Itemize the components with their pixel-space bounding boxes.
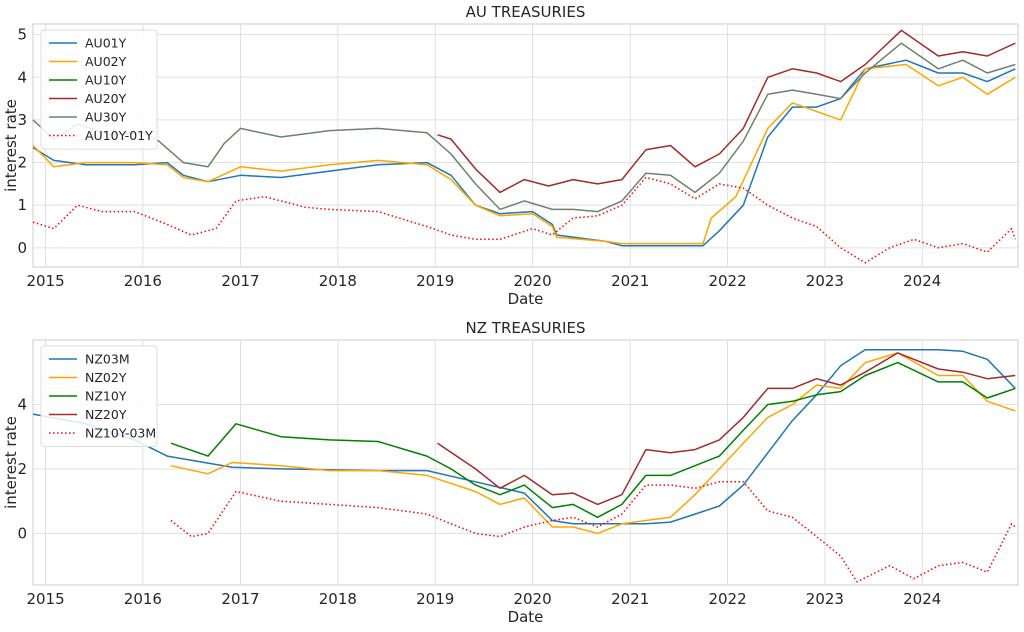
plot-area bbox=[32, 339, 1019, 586]
x-tick-label: 2024 bbox=[903, 590, 941, 608]
y-axis-label: interest rate bbox=[2, 416, 20, 509]
x-tick-label: 2019 bbox=[416, 590, 454, 608]
y-tick-label: 3 bbox=[17, 111, 27, 129]
y-tick-label: 4 bbox=[17, 68, 27, 86]
x-tick-label: 2015 bbox=[26, 590, 64, 608]
series-line-nz10y-03m bbox=[170, 481, 1016, 583]
series-line-au02y bbox=[32, 63, 1016, 245]
legend-label: NZ10Y-03M bbox=[85, 426, 156, 441]
x-tick-label: 2022 bbox=[708, 272, 746, 290]
y-tick-label: 5 bbox=[17, 26, 27, 44]
y-axis-label: interest rate bbox=[2, 99, 20, 192]
series-line-au20y bbox=[437, 29, 1016, 194]
chart-title: AU TREASURIES bbox=[466, 3, 586, 21]
chart-title: NZ TREASURIES bbox=[466, 319, 586, 337]
legend-box bbox=[40, 29, 158, 150]
series-line-au30y bbox=[32, 42, 1016, 213]
x-tick-label: 2023 bbox=[806, 272, 844, 290]
y-tick-label: 2 bbox=[17, 154, 27, 172]
chart-panel-1: 2015 2016 2017 2018 2019 2020 2021 2022 2023 2024… bbox=[2, 3, 1019, 308]
legend-box bbox=[40, 345, 158, 447]
x-axis-label: Date bbox=[508, 290, 544, 308]
x-tick-label: 2021 bbox=[611, 272, 649, 290]
legend-label: AU10Y-01Y bbox=[85, 128, 153, 143]
x-tick-label: 2020 bbox=[513, 272, 551, 290]
legend-label: AU02Y bbox=[85, 54, 127, 69]
x-tick-label: 2018 bbox=[319, 272, 357, 290]
legend: AU01Y AU02Y AU10Y AU20Y AU30Y AU10Y-01Y bbox=[40, 29, 158, 150]
series-line-nz03m bbox=[32, 348, 1016, 525]
y-tick-label: 0 bbox=[17, 524, 27, 542]
chart-panel-2: 2015 2016 2017 2018 2019 2020 2021 2022 2023 2024… bbox=[2, 319, 1019, 626]
y-tick-label: 2 bbox=[17, 460, 27, 478]
legend-label: AU10Y bbox=[85, 73, 127, 88]
legend-label: NZ02Y bbox=[85, 370, 127, 385]
legend-label: NZ10Y bbox=[85, 389, 127, 404]
x-tick-label: 2020 bbox=[513, 590, 551, 608]
series-line-nz10y bbox=[170, 361, 1016, 519]
series-line-nz02y bbox=[170, 352, 1016, 535]
x-tick-label: 2022 bbox=[708, 590, 746, 608]
y-tick-label: 0 bbox=[17, 239, 27, 257]
x-tick-label: 2015 bbox=[26, 272, 64, 290]
x-axis-label: Date bbox=[508, 608, 544, 626]
series-line-nz20y bbox=[437, 352, 1016, 506]
x-tick-label: 2016 bbox=[124, 590, 162, 608]
y-tick-label: 4 bbox=[17, 395, 27, 413]
legend: NZ03M NZ02Y NZ10Y NZ20Y NZ10Y-03M bbox=[40, 345, 158, 447]
x-tick-label: 2016 bbox=[124, 272, 162, 290]
legend-label: AU01Y bbox=[85, 36, 127, 51]
x-tick-label: 2017 bbox=[221, 590, 259, 608]
legend-label: NZ20Y bbox=[85, 407, 127, 422]
series-line-au01y bbox=[32, 59, 1016, 247]
x-tick-label: 2018 bbox=[319, 590, 357, 608]
x-tick-label: 2021 bbox=[611, 590, 649, 608]
plot-area bbox=[32, 23, 1019, 268]
y-tick-label: 1 bbox=[17, 196, 27, 214]
x-tick-label: 2017 bbox=[221, 272, 259, 290]
legend-label: NZ03M bbox=[85, 352, 130, 367]
x-tick-label: 2019 bbox=[416, 272, 454, 290]
legend-label: AU20Y bbox=[85, 91, 127, 106]
legend-label: AU30Y bbox=[85, 110, 127, 125]
x-tick-label: 2024 bbox=[903, 272, 941, 290]
x-tick-label: 2023 bbox=[806, 590, 844, 608]
